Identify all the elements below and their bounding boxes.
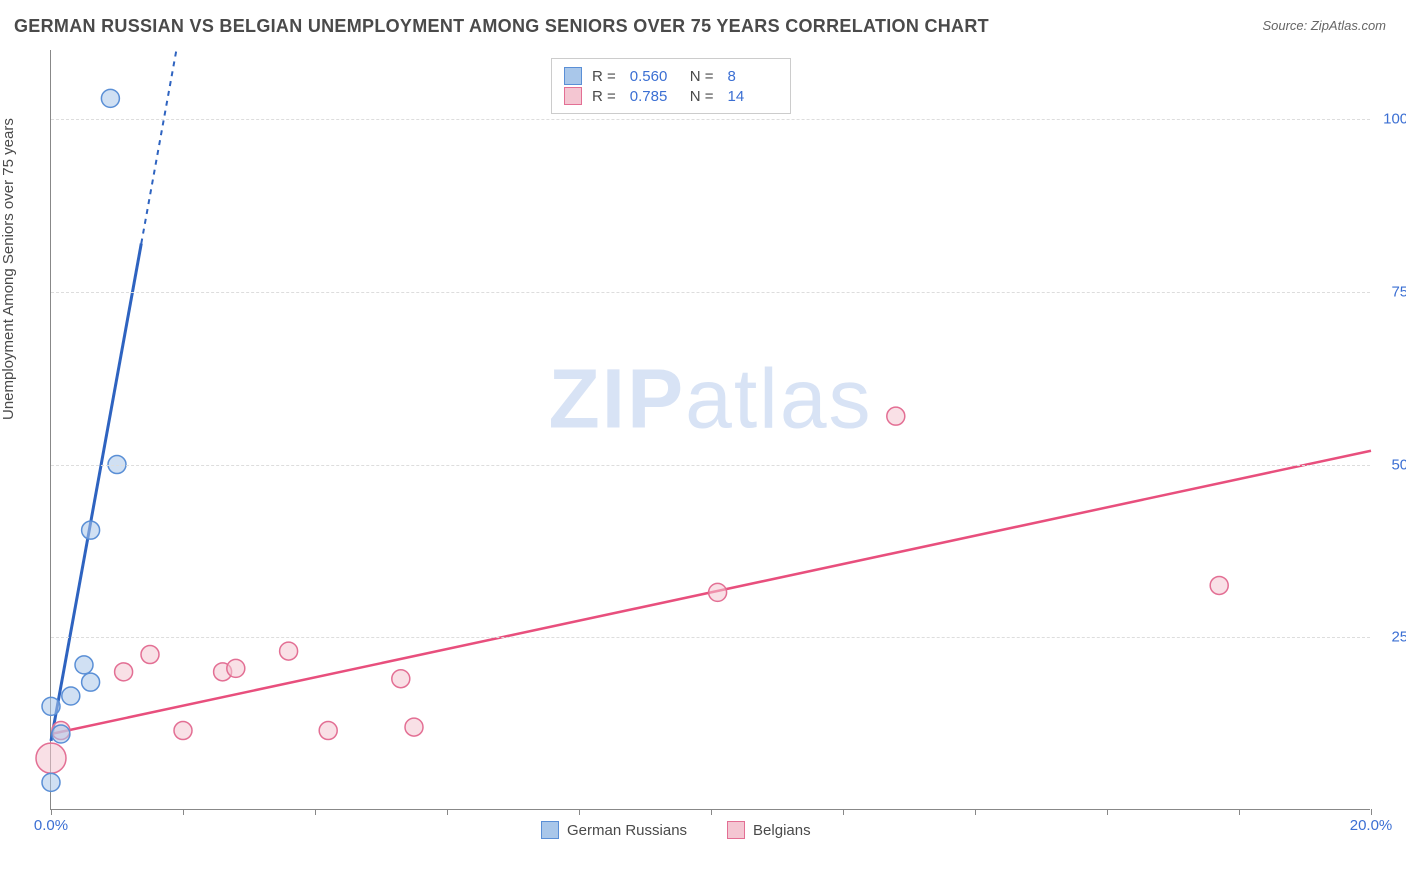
legend-label-german-russians: German Russians	[567, 822, 687, 839]
gridline	[51, 465, 1370, 466]
data-point	[887, 407, 905, 425]
x-tick	[51, 809, 52, 815]
source-attribution: Source: ZipAtlas.com	[1262, 18, 1386, 33]
data-point	[392, 670, 410, 688]
data-point	[319, 722, 337, 740]
gridline	[51, 292, 1370, 293]
data-point	[82, 521, 100, 539]
data-point	[141, 646, 159, 664]
legend-item-belgians: Belgians	[727, 821, 811, 839]
x-tick	[579, 809, 580, 815]
data-point	[115, 663, 133, 681]
swatch-belgians	[727, 821, 745, 839]
data-point	[405, 718, 423, 736]
legend-label-belgians: Belgians	[753, 822, 811, 839]
data-point	[709, 583, 727, 601]
legend-item-german-russians: German Russians	[541, 821, 687, 839]
plot-svg	[51, 50, 1370, 809]
y-tick-label: 50.0%	[1391, 456, 1406, 473]
gridline	[51, 637, 1370, 638]
swatch-german-russians	[541, 821, 559, 839]
data-point	[52, 725, 70, 743]
y-tick-label: 75.0%	[1391, 283, 1406, 300]
x-tick	[183, 809, 184, 815]
x-tick-label: 0.0%	[34, 817, 68, 834]
data-point	[42, 697, 60, 715]
chart-title: GERMAN RUSSIAN VS BELGIAN UNEMPLOYMENT A…	[14, 16, 989, 37]
x-tick	[1107, 809, 1108, 815]
data-point	[280, 642, 298, 660]
data-point	[42, 773, 60, 791]
x-tick	[711, 809, 712, 815]
x-tick	[315, 809, 316, 815]
data-point	[227, 659, 245, 677]
x-tick	[447, 809, 448, 815]
data-point	[101, 89, 119, 107]
gridline	[51, 119, 1370, 120]
x-tick	[843, 809, 844, 815]
x-tick	[1371, 809, 1372, 815]
x-tick	[1239, 809, 1240, 815]
series-legend: German Russians Belgians	[541, 821, 811, 839]
data-point	[1210, 576, 1228, 594]
x-tick-label: 20.0%	[1350, 817, 1393, 834]
data-point	[62, 687, 80, 705]
y-axis-label: Unemployment Among Seniors over 75 years	[0, 118, 17, 420]
scatter-plot-area: ZIPatlas R = 0.560 N = 8 R = 0.785 N = 1…	[50, 50, 1370, 810]
y-tick-label: 25.0%	[1391, 629, 1406, 646]
trend-line	[141, 50, 176, 243]
y-tick-label: 100.0%	[1383, 111, 1406, 128]
data-point	[174, 722, 192, 740]
data-point	[82, 673, 100, 691]
data-point	[75, 656, 93, 674]
data-point	[36, 743, 66, 773]
x-tick	[975, 809, 976, 815]
